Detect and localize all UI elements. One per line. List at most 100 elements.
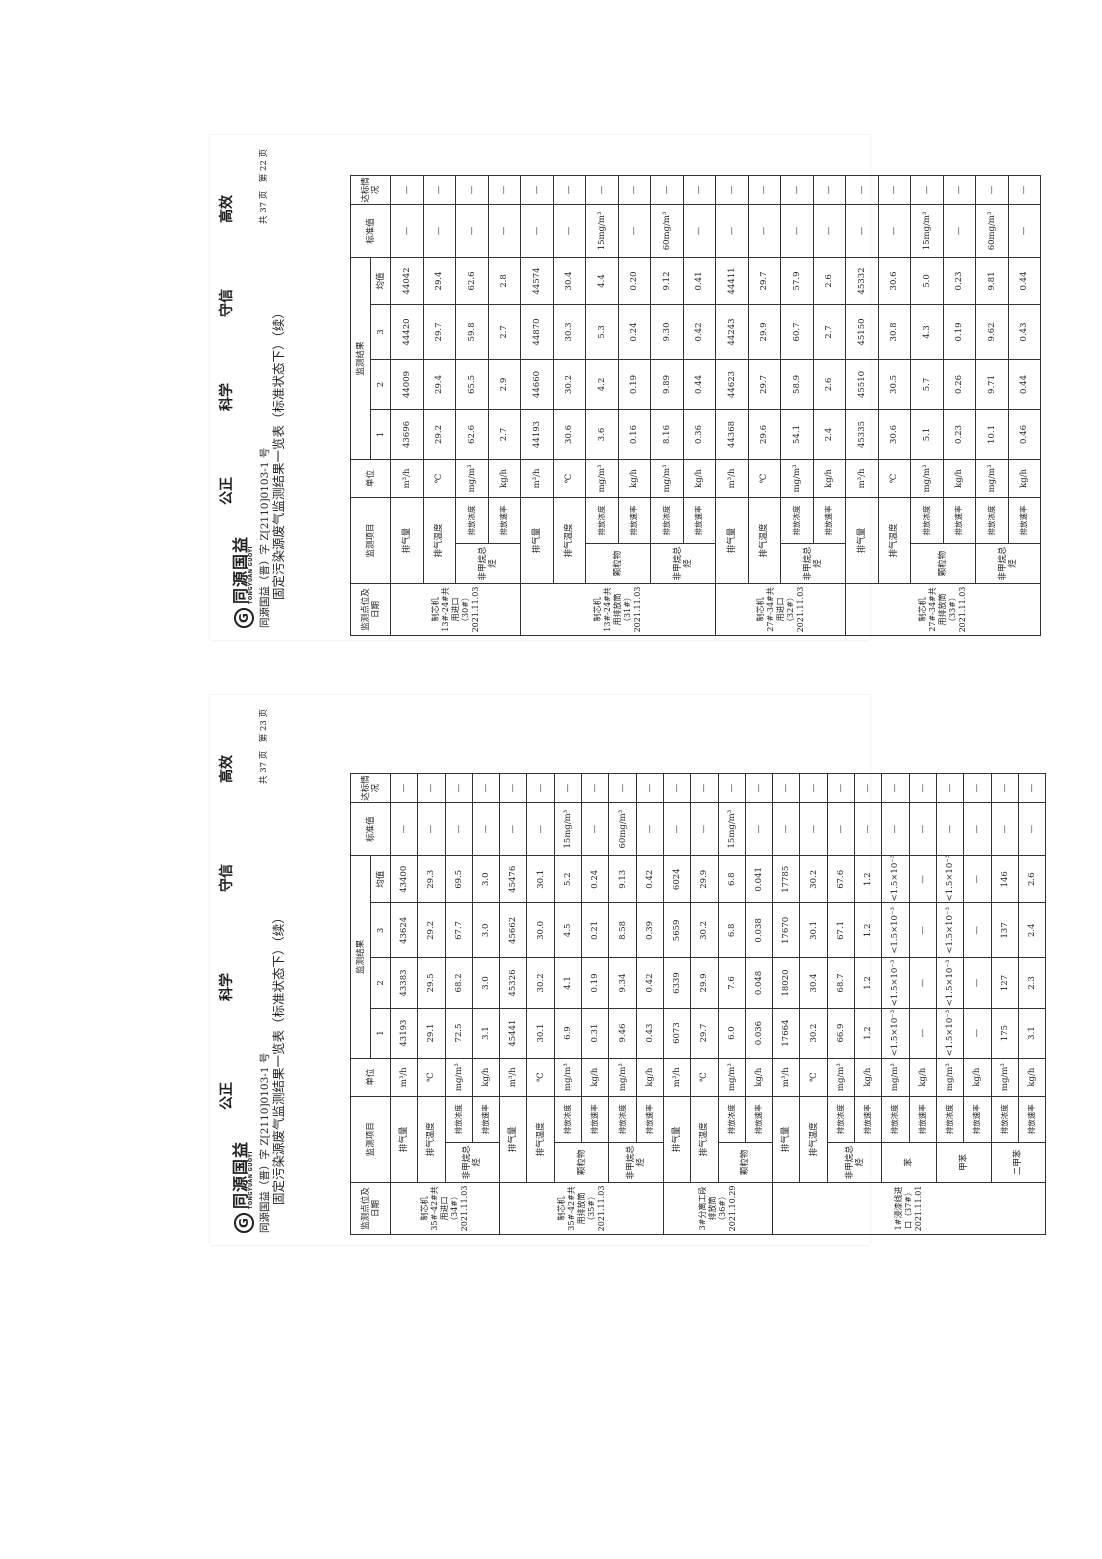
sub-item-cell: 排放浓度 bbox=[554, 1096, 582, 1143]
item-cell: 苯 bbox=[881, 1142, 937, 1183]
result-1-cell: 43696 bbox=[390, 409, 423, 460]
sub-item-cell: 排放速率 bbox=[488, 497, 521, 544]
result-2-cell: 29.7 bbox=[748, 359, 781, 410]
unit-cell: kg/h bbox=[472, 1058, 500, 1097]
compliance-cell: — bbox=[718, 773, 746, 803]
table-row: 非甲烷总烃 排放浓度 mg/m³ 54.1 58.9 60.7 57.9— — bbox=[780, 175, 846, 635]
page-indicator: 共 37 页 第 23 页 bbox=[259, 709, 269, 784]
result-avg-cell: 4.4 bbox=[585, 257, 618, 305]
result-3-cell: 9.62 bbox=[975, 304, 1008, 360]
result-3-cell: 30.0 bbox=[526, 902, 555, 958]
standard-cell: — bbox=[963, 802, 992, 856]
compliance-cell: — bbox=[1008, 175, 1041, 205]
result-3-cell: 2.7 bbox=[488, 304, 521, 360]
result-1-cell: 45441 bbox=[499, 1008, 527, 1059]
result-1-cell: 0.43 bbox=[636, 1008, 664, 1059]
table-row: 非甲烷总烃 排放浓度 mg/m³ 8.16 9.89 9.30 9.12 60mg/m³ — bbox=[650, 175, 716, 635]
result-avg-cell: 0.24 bbox=[581, 855, 609, 903]
result-avg-cell: 45332 bbox=[845, 257, 878, 305]
compliance-cell: — bbox=[618, 175, 651, 205]
standard-cell: — bbox=[1008, 204, 1041, 258]
slogan: 公正 科学 守信 高效 bbox=[216, 195, 236, 505]
result-avg-cell: 5.2 bbox=[554, 855, 582, 903]
compliance-cell: — bbox=[390, 773, 418, 803]
table-row: 排气温度 ℃ 29.2 29.4 29.7 29.4— — bbox=[423, 175, 456, 635]
item-cell: 排气温度 bbox=[878, 497, 911, 584]
sub-item-cell: 排放浓度 bbox=[975, 497, 1008, 544]
sub-item-cell: 排放浓度 bbox=[585, 497, 618, 544]
result-2-cell: 0.26 bbox=[943, 359, 976, 410]
standard-cell: — bbox=[618, 204, 651, 258]
result-1-cell: 44368 bbox=[715, 409, 748, 460]
result-avg-cell: 9.81 bbox=[975, 257, 1008, 305]
result-2-cell: 1.2 bbox=[854, 957, 882, 1009]
result-avg-cell: <1.5×10⁻³ bbox=[881, 855, 910, 903]
compliance-cell: — bbox=[748, 175, 781, 205]
compliance-cell: — bbox=[991, 773, 1019, 803]
item-cell: 非甲烷总烃 bbox=[445, 1142, 500, 1183]
result-1-cell: 0.46 bbox=[1008, 409, 1041, 460]
result-avg-cell: 44411 bbox=[715, 257, 748, 305]
unit-cell: mg/m³ bbox=[827, 1058, 855, 1097]
standard-cell: 15mg/m³ bbox=[910, 204, 943, 258]
compliance-cell: — bbox=[975, 175, 1008, 205]
result-2-cell: 127 bbox=[991, 957, 1019, 1009]
standard-cell: — bbox=[1018, 802, 1046, 856]
site-cell: 制芯机 13#-24#共用进口（30#） 2021.11.03 bbox=[390, 583, 521, 636]
result-3-cell: 17670 bbox=[772, 902, 800, 958]
result-3-cell: 30.8 bbox=[878, 304, 911, 360]
result-avg-cell: 30.2 bbox=[799, 855, 828, 903]
table-row: 排气温度 ℃ 29.6 29.7 29.9 29.7— — bbox=[748, 175, 781, 635]
unit-cell: ℃ bbox=[878, 459, 911, 498]
header-site: 监测点位及日期 bbox=[350, 1182, 391, 1235]
result-avg-cell: 5.0 bbox=[910, 257, 943, 305]
result-avg-cell: 67.6 bbox=[827, 855, 855, 903]
item-cell: 排气温度 bbox=[799, 1096, 828, 1183]
compliance-cell: — bbox=[554, 773, 582, 803]
unit-cell: m³/h bbox=[499, 1058, 527, 1097]
result-avg-cell: 146 bbox=[991, 855, 1019, 903]
result-3-cell: 44870 bbox=[520, 304, 553, 360]
sub-item-cell: 排放浓度 bbox=[827, 1096, 855, 1143]
result-2-cell: 2.9 bbox=[488, 359, 521, 410]
result-1-cell: 3.1 bbox=[1018, 1008, 1046, 1059]
result-3-cell: 43624 bbox=[390, 902, 418, 958]
result-2-cell: 0.44 bbox=[683, 359, 716, 410]
table-row: 非甲烷总烃 排放浓度 mg/m³ 66.9 68.7 67.1 67.6— — bbox=[827, 773, 882, 1235]
table-row: 苯排放浓度 mg/m³ <1.5×10⁻³ <1.5×10⁻³ <1.5×10⁻³ <1.… bbox=[881, 773, 937, 1235]
table-row: 制芯机 13#-24#共用进口（30#） 2021.11.03 排气量 m³/h 43… bbox=[390, 175, 521, 636]
result-3-cell: 29.9 bbox=[748, 304, 781, 360]
result-1-cell: 29.7 bbox=[690, 1008, 719, 1059]
table-row: 非甲烷总烃 排放浓度 mg/m³ 10.1 9.71 9.62 9.81 60mg/m³ — bbox=[975, 175, 1041, 635]
result-3-cell: 0.21 bbox=[581, 902, 609, 958]
result-3-cell: 0.038 bbox=[745, 902, 773, 958]
sub-item-cell: 排放浓度 bbox=[608, 1096, 637, 1143]
company-logo: G 同源国益 TONGYUAN GUOYI bbox=[231, 1141, 254, 1233]
standard-cell: — bbox=[991, 802, 1019, 856]
item-cell: 排气温度 bbox=[423, 497, 456, 584]
result-2-cell: 2.6 bbox=[813, 359, 846, 410]
item-cell: 排气量 bbox=[715, 497, 748, 584]
table-row: 排气温度 ℃ 30.1 30.2 30.0 30.1— — bbox=[526, 773, 555, 1235]
table-row: 制芯机 13#-24#共用排放筒（31#） 2021.11.03 排气量 m³/h 4… bbox=[520, 175, 716, 636]
site-cell: 制芯机 35#-42#共用排放筒（35#） 2021.11.03 bbox=[499, 1182, 664, 1235]
result-avg-cell: 29.9 bbox=[690, 855, 719, 903]
site-cell: 制芯机 27#-34#共用排放筒（33#） 2021.11.03 bbox=[845, 583, 1041, 636]
result-2-cell: 30.2 bbox=[526, 957, 555, 1009]
table-row: 排气温度 ℃ 30.6 30.2 30.3 30.4— — bbox=[553, 175, 586, 635]
result-3-cell: 3.0 bbox=[472, 902, 500, 958]
result-3-cell: 44243 bbox=[715, 304, 748, 360]
unit-cell: mg/m³ bbox=[780, 459, 813, 498]
result-3-cell: 60.7 bbox=[780, 304, 813, 360]
result-3-cell: <1.5×10⁻³ bbox=[936, 902, 964, 958]
header-results: 监测结果 bbox=[350, 855, 371, 1059]
item-cell: 颗粒物 bbox=[585, 543, 651, 584]
compliance-cell: — bbox=[963, 773, 992, 803]
result-3-cell: 45150 bbox=[845, 304, 878, 360]
item-cell: 排气温度 bbox=[417, 1096, 446, 1183]
result-2-cell: 58.9 bbox=[780, 359, 813, 410]
table-row: 制芯机 35#-42#共用排放筒（35#） 2021.11.03 排气量 m³/h 4… bbox=[499, 773, 664, 1235]
result-avg-cell: 0.23 bbox=[943, 257, 976, 305]
standard-cell: — bbox=[745, 802, 773, 856]
unit-cell: mg/m³ bbox=[991, 1058, 1019, 1097]
